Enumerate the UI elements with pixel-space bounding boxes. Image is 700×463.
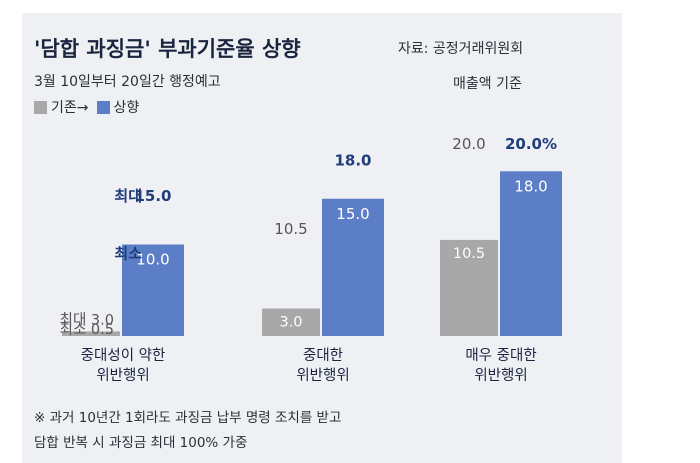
legend-label-new: 상향 — [113, 100, 140, 116]
chart-card: '담합 과징금' 부과기준율 상향 자료: 공정거래위원회 3월 10일부터 2… — [22, 13, 622, 463]
label-old-max-2: 20.0 — [452, 135, 485, 153]
footnote-line-1: ※ 과거 10년간 1회라도 과징금 납부 명령 조치를 받고 — [34, 410, 342, 426]
bar-old-1 — [262, 308, 320, 336]
label-new-max-2: 20.0% — [505, 135, 557, 153]
bar-old-0 — [62, 331, 120, 336]
label-old-max-0: 최대 3.0 — [60, 312, 114, 329]
criterion-note: 매출액 기준 — [453, 76, 522, 92]
label-old-min-2: 10.5 — [453, 246, 485, 262]
category-label-1-1: 위반행위 — [296, 367, 349, 384]
bar-new-2 — [500, 171, 562, 336]
source-note: 자료: 공정거래위원회 — [398, 41, 524, 57]
category-label-0-1: 위반행위 — [96, 367, 149, 384]
label-old-min-1: 3.0 — [279, 315, 302, 331]
legend: 기존→ 상향 — [34, 97, 147, 117]
category-label-0-0: 중대성이 약한 — [81, 347, 166, 364]
category-label-2-0: 매우 중대한 — [465, 347, 536, 364]
category-label-2-1: 위반행위 — [474, 367, 527, 384]
label-new-min-2: 18.0 — [514, 177, 547, 195]
label-new-max-0: 15.0 — [134, 187, 171, 205]
label-new-min-0: 10.0 — [136, 251, 169, 269]
label-old-max-1: 10.5 — [274, 220, 307, 238]
label-new-max-1: 18.0 — [334, 151, 371, 169]
footnote-line-2: 담합 반복 시 과징금 최대 100% 가중 — [34, 435, 248, 451]
label-new-max-prefix: 최대 — [114, 187, 142, 205]
label-old-min-0: 최소 0.5 — [60, 321, 114, 338]
legend-item-new: 상향 — [96, 97, 140, 117]
legend-swatch-old — [34, 100, 47, 114]
legend-swatch-new — [96, 100, 110, 114]
label-new-min-1: 15.0 — [336, 205, 369, 223]
legend-label-old: 기존→ — [51, 100, 89, 116]
category-label-1-0: 중대한 — [303, 347, 343, 364]
chart-subtitle: 3월 10일부터 20일간 행정예고 — [34, 74, 221, 90]
bar-new-0 — [122, 244, 184, 336]
legend-item-old: 기존→ — [34, 97, 89, 117]
bar-new-1 — [322, 198, 384, 336]
bar-old-2 — [440, 239, 498, 336]
chart-title: '담합 과징금' 부과기준율 상향 — [34, 37, 301, 61]
label-new-min-prefix: 최소 — [114, 245, 142, 263]
